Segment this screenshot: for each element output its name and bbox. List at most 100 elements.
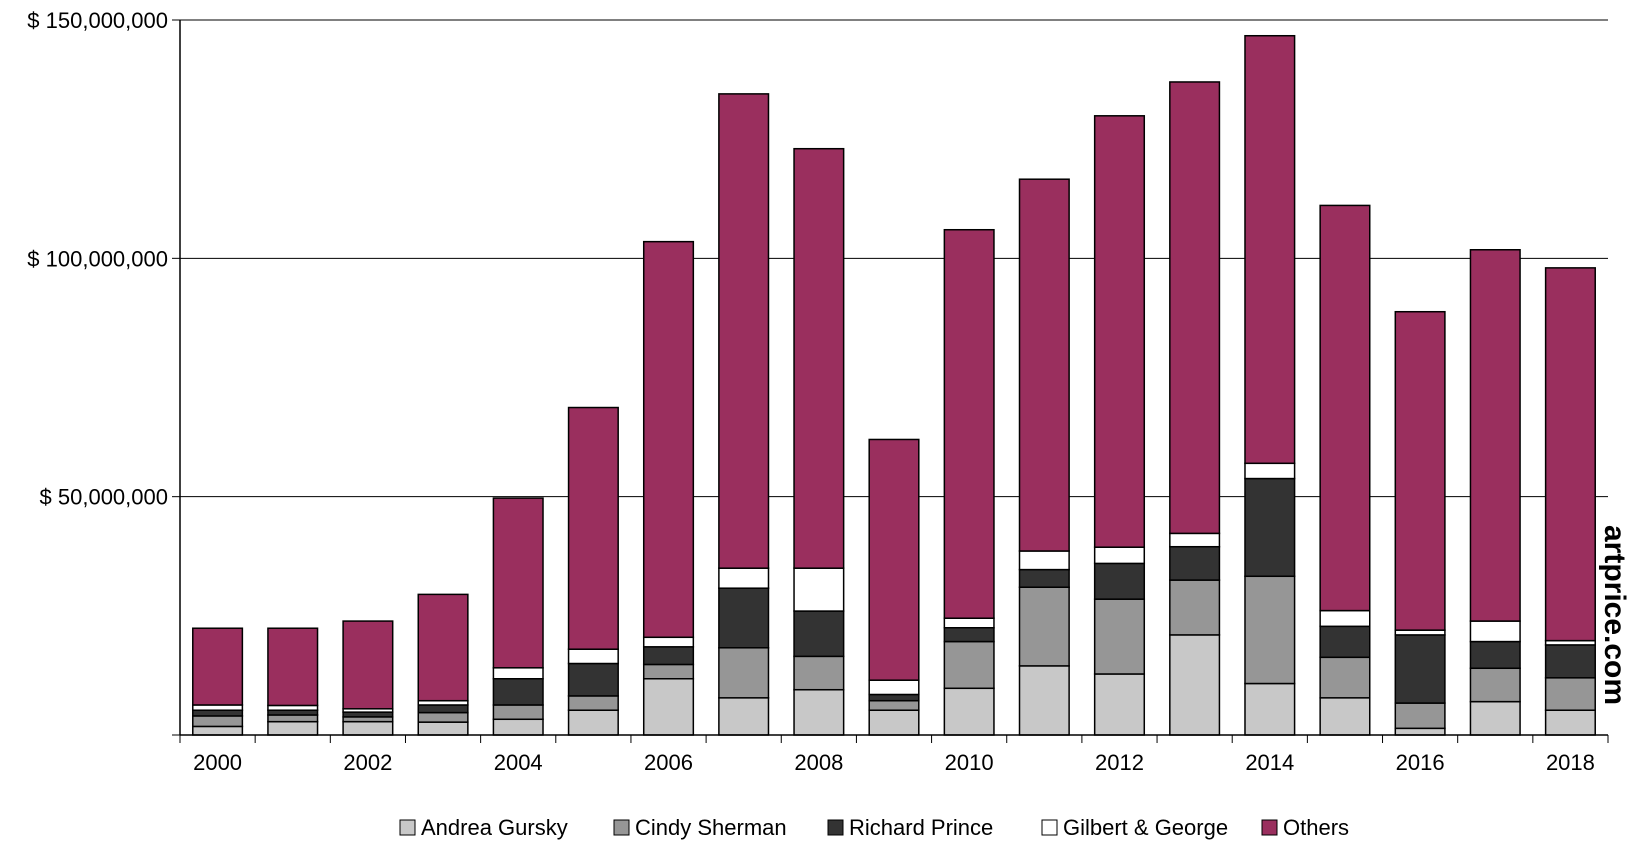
bar-segment	[192, 725, 244, 736]
bar-segment	[642, 678, 695, 736]
bar-segment	[642, 636, 695, 648]
bar-segment	[567, 709, 619, 736]
bar-segment	[718, 93, 770, 569]
x-tick-label: 2006	[644, 750, 693, 775]
bar-segment	[1394, 702, 1446, 730]
bar-segment	[943, 228, 995, 619]
x-tick-label: 2018	[1546, 750, 1595, 775]
bar-segment	[943, 627, 995, 643]
bar-segment	[1169, 634, 1221, 736]
bar-segment	[492, 704, 544, 721]
bar-segment	[417, 704, 469, 714]
bar-segment	[1244, 575, 1296, 685]
legend: Andrea Gursky Cindy Sherman Richard Prince…	[399, 815, 1349, 840]
bar-segment	[1244, 462, 1296, 480]
x-tick-label: 2002	[343, 750, 392, 775]
bar-segment	[1469, 667, 1521, 703]
bar-segment	[1018, 550, 1070, 571]
bar-segment	[567, 662, 619, 697]
x-tick-label: 2010	[945, 750, 994, 775]
bar-segment	[1093, 598, 1146, 675]
y-tick-label: $ 150,000,000	[27, 8, 168, 33]
bar-segment	[1093, 562, 1146, 600]
bar-segment	[1469, 700, 1521, 736]
y-tick-label: $ 100,000,000	[27, 246, 168, 271]
bar-segment	[642, 240, 695, 639]
bar-segment	[417, 711, 469, 723]
watermark-text: artprice.com	[1598, 525, 1631, 705]
bar-segment	[793, 147, 845, 569]
bar-segment	[943, 640, 995, 690]
bar-segment	[718, 587, 770, 649]
bar-segment	[1169, 579, 1221, 636]
legend-swatch	[827, 819, 844, 836]
bar-segment	[642, 663, 695, 680]
bar-segment	[492, 678, 544, 706]
bar-segment	[793, 567, 845, 612]
bar-segment	[868, 699, 920, 711]
bar-segment	[1319, 204, 1371, 612]
bar-segment	[567, 695, 619, 711]
bar-segment	[417, 721, 469, 736]
bar-segment	[1244, 34, 1296, 465]
bar-segment	[1018, 665, 1070, 736]
bar-segment	[1319, 609, 1371, 628]
bar-segment	[267, 627, 319, 707]
axes: $ 150,000,000 $ 100,000,000 $ 50,000,000 20…	[27, 8, 1609, 775]
bar-segment	[1319, 697, 1371, 736]
bar-segment	[1169, 81, 1221, 535]
bar-segment	[267, 720, 319, 736]
bar-segment	[1469, 249, 1521, 622]
bar-segment	[642, 646, 695, 666]
bar-segment	[567, 406, 619, 650]
bar-segment	[1544, 709, 1596, 736]
x-tick-label: 2012	[1095, 750, 1144, 775]
bar-segment	[492, 497, 544, 669]
bar-segment	[1093, 115, 1146, 548]
bar-segment	[1244, 477, 1296, 578]
bar-segment	[1544, 267, 1596, 642]
bar-segment	[1469, 620, 1521, 643]
bar-segment	[1018, 178, 1070, 552]
legend-swatch	[613, 819, 630, 836]
bar-segment	[868, 438, 920, 681]
bar-segment	[192, 715, 244, 728]
bar-segment	[1018, 586, 1070, 667]
bar-segment	[1544, 644, 1596, 679]
bar-segment	[868, 709, 920, 736]
x-tick-label: 2016	[1396, 750, 1445, 775]
bar-segment	[793, 610, 845, 658]
legend-swatch	[1041, 819, 1058, 836]
bar-segment	[1169, 532, 1221, 548]
bar-segment	[267, 714, 319, 723]
bar-segment	[1319, 656, 1371, 699]
bar-segment	[1394, 634, 1446, 704]
legend-label: Richard Prince	[849, 815, 993, 840]
legend-label: Cindy Sherman	[635, 815, 787, 840]
x-tick-label: 2014	[1245, 750, 1294, 775]
legend-label: Gilbert & George	[1063, 815, 1228, 840]
bar-segment	[1544, 677, 1596, 711]
legend-swatch	[399, 819, 416, 836]
bar-segment	[1093, 673, 1146, 736]
bar-segment	[1093, 546, 1146, 565]
bar-segment	[192, 627, 244, 706]
bar-segment	[1394, 727, 1446, 736]
bar-segment	[342, 620, 394, 710]
bar-segment	[192, 709, 244, 717]
bar-segment	[1244, 682, 1296, 736]
bar-segment	[1018, 568, 1070, 588]
bar-segment	[492, 667, 544, 680]
bar-segment	[943, 687, 995, 736]
bar-segment	[943, 617, 995, 629]
legend-label: Andrea Gursky	[421, 815, 568, 840]
bar-segment	[567, 648, 619, 665]
bar-segment	[342, 720, 394, 736]
legend-swatch	[1261, 819, 1278, 836]
bar-segment	[192, 704, 244, 711]
bars	[192, 34, 1596, 736]
x-tick-label: 2000	[193, 750, 242, 775]
bar-segment	[718, 697, 770, 736]
